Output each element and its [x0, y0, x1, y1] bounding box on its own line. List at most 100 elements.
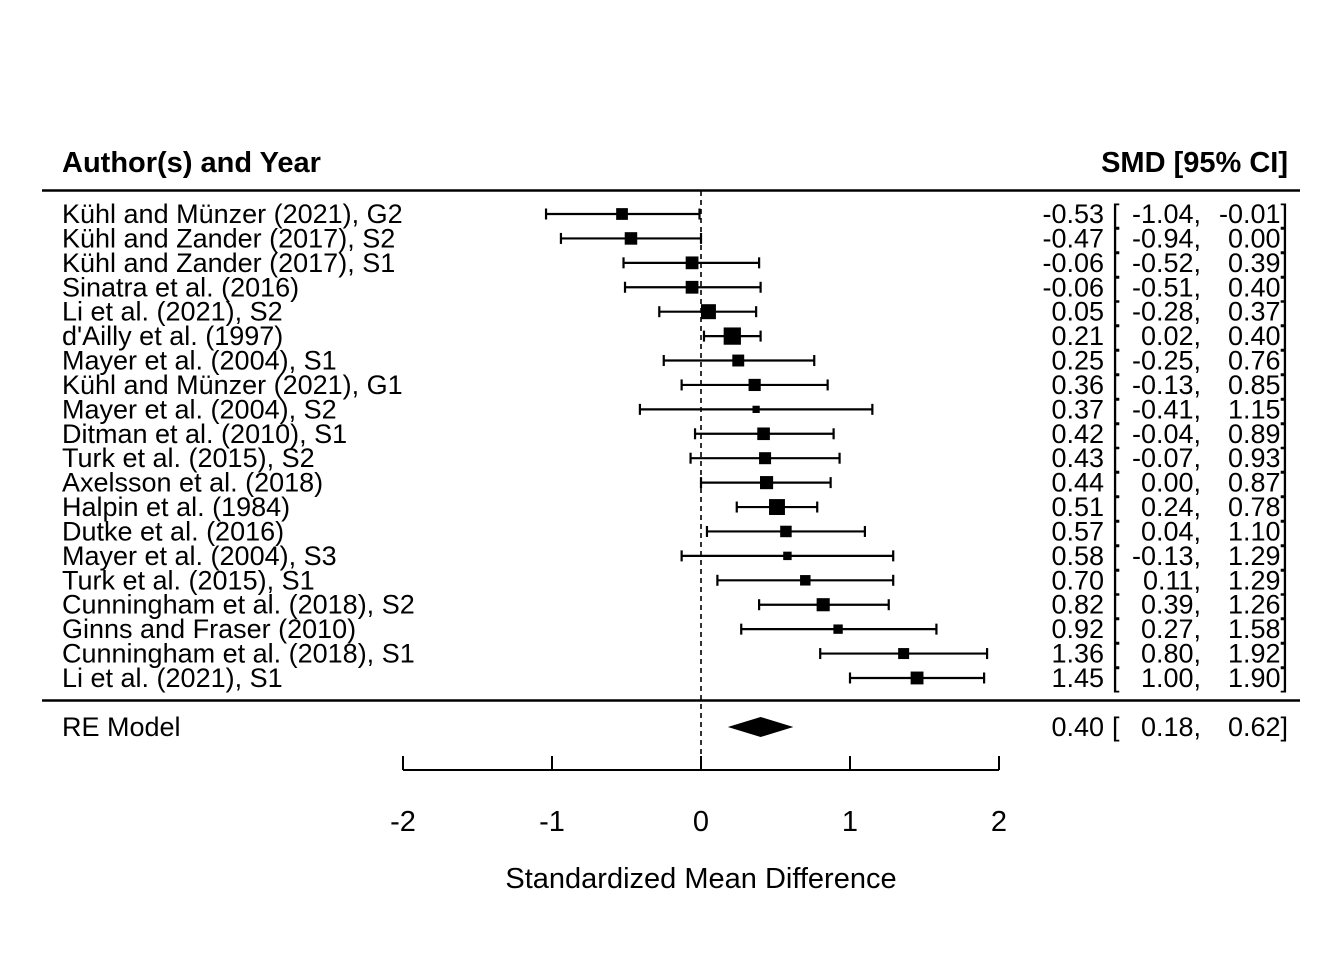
study-label: Cunningham et al. (2018), S2 [62, 590, 415, 620]
x-axis: -2 -1 0 1 2 [390, 756, 1007, 838]
annotation-ci-lower: -0.07, [1132, 443, 1201, 473]
annotation-estimate: 0.92 [1051, 614, 1104, 644]
annotation-estimate: -0.06 [1042, 248, 1104, 278]
effect-square [898, 648, 910, 660]
annotation-ci-upper: 0.40] [1228, 272, 1288, 302]
annotation-estimate: 0.37 [1051, 394, 1104, 424]
effect-square [759, 452, 772, 465]
annotation-ci-lower: 0.24, [1141, 492, 1201, 522]
study-label: Halpin et al. (1984) [62, 492, 290, 522]
annotation-ci-upper: -0.01] [1219, 199, 1288, 229]
annotation-estimate: -0.06 [1042, 272, 1104, 302]
study-label: Turk et al. (2015), S1 [62, 565, 315, 595]
study-row: Axelsson et al. (2018) 0.44 [0.00, 0.87] [62, 468, 1288, 498]
annotation-ci-upper: 0.39] [1228, 248, 1288, 278]
annotation-ci-upper: 0.37] [1228, 297, 1288, 327]
study-row: Li et al. (2021), S1 1.45 [1.00, 1.90] [62, 663, 1288, 693]
x-axis-title: Standardized Mean Difference [505, 863, 896, 895]
study-label: Li et al. (2021), S2 [62, 297, 283, 327]
annotation-open-bracket: [ [1112, 199, 1120, 229]
study-row: Kühl and Münzer (2021), G2 -0.53 [ -1.04, -0… [62, 199, 1288, 229]
annotation-ci-upper: 0.89] [1228, 419, 1288, 449]
effect-square [833, 624, 843, 634]
annotation-ci-upper: 0.00] [1228, 223, 1288, 253]
annotation-ci-lower: 0.02, [1141, 321, 1201, 351]
annotation-estimate: 0.44 [1051, 468, 1104, 498]
annotation-open-bracket: [ [1112, 419, 1120, 449]
study-label: Li et al. (2021), S1 [62, 663, 283, 693]
study-label: Mayer et al. (2004), S2 [62, 394, 337, 424]
annotation-ci-upper: 0.40] [1228, 321, 1288, 351]
annotation-ci-lower: -0.51, [1132, 272, 1201, 302]
annotation-open-bracket: [ [1112, 394, 1120, 424]
study-row: Kühl and Münzer (2021), G1 0.36 [-0.13, 0.8… [62, 370, 1288, 400]
effect-square [685, 280, 699, 294]
annotation-ci-upper: 1.26] [1228, 590, 1288, 620]
effect-square [780, 525, 792, 538]
study-row: Kühl and Zander (2017), S1 -0.06 [ -0.52, 0.… [62, 248, 1288, 278]
study-row: Turk et al. (2015), S1 0.70 [0.11, 1.29] [62, 565, 1288, 595]
annotation-open-bracket: [ [1112, 321, 1120, 351]
effect-square [769, 499, 785, 515]
annotation-open-bracket: [ [1112, 614, 1120, 644]
annotation-estimate: -0.47 [1042, 223, 1104, 253]
annotation-open-bracket: [ [1112, 663, 1120, 693]
annotation-open-bracket: [ [1112, 443, 1120, 473]
annotation-ci-upper: 1.90] [1228, 663, 1288, 693]
study-label: Kühl and Zander (2017), S1 [62, 248, 395, 278]
study-label: Kühl and Zander (2017), S2 [62, 223, 395, 253]
annotation-ci-lower: -0.28, [1132, 297, 1201, 327]
annotation-ci-lower: -0.04, [1132, 419, 1201, 449]
annotation-estimate: 0.21 [1051, 321, 1104, 351]
effect-square [732, 354, 745, 367]
study-row: Cunningham et al. (2018), S2 0.82 [0.39, 1.… [62, 590, 1288, 620]
effect-square [800, 575, 811, 586]
annotation-ci-lower: -1.04, [1132, 199, 1201, 229]
annotation-ci-lower: -0.41, [1132, 394, 1201, 424]
annotation-estimate: 0.57 [1051, 516, 1104, 546]
column-header-authors: Author(s) and Year [62, 147, 321, 179]
annotation-ci-upper: 0.62] [1228, 712, 1288, 742]
annotation-ci-lower: -0.52, [1132, 248, 1201, 278]
study-label: Axelsson et al. (2018) [62, 468, 323, 498]
study-label: Sinatra et al. (2016) [62, 272, 299, 302]
annotation-ci-upper: 0.87] [1228, 468, 1288, 498]
annotation-ci-upper: 1.92] [1228, 639, 1288, 669]
study-row: Sinatra et al. (2016) -0.06 [-0.51, 0.40] [62, 272, 1288, 302]
x-axis-tick-label: -1 [539, 806, 565, 838]
annotation-estimate: 1.45 [1051, 663, 1104, 693]
annotation-ci-upper: 0.78] [1228, 492, 1288, 522]
annotation-estimate: 0.25 [1051, 346, 1104, 376]
annotation-ci-lower: 0.11, [1143, 565, 1201, 595]
study-label: Kühl and Münzer (2021), G2 [62, 199, 403, 229]
annotation-open-bracket: [ [1112, 541, 1120, 571]
study-label: d'Ailly et al. (1997) [62, 321, 283, 351]
annotation-ci-upper: 1.29] [1228, 565, 1288, 595]
annotation-open-bracket: [ [1112, 712, 1120, 742]
study-row: Kühl and Zander (2017), S2 -0.47 [-0.94, 0.… [62, 223, 1288, 253]
annotation-ci-upper: 1.29] [1228, 541, 1288, 571]
effect-square [783, 551, 792, 561]
annotation-estimate: 0.42 [1051, 419, 1104, 449]
effect-square [616, 208, 628, 220]
annotation-open-bracket: [ [1112, 516, 1120, 546]
study-row: Halpin et al. (1984) 0.51 [0.24, 0.78] [62, 492, 1288, 522]
annotation-ci-lower: 0.18, [1141, 712, 1201, 742]
effect-square [816, 598, 830, 612]
study-label: Mayer et al. (2004), S3 [62, 541, 337, 571]
study-row: Li et al. (2021), S2 0.05 [ -0.28, 0.37] [62, 297, 1288, 327]
annotation-open-bracket: [ [1112, 492, 1120, 522]
annotation-estimate: 0.05 [1051, 297, 1104, 327]
annotation-open-bracket: [ [1112, 248, 1120, 278]
annotation-estimate: -0.53 [1042, 199, 1104, 229]
effect-square [752, 405, 760, 413]
annotation-ci-upper: 1.15] [1228, 394, 1288, 424]
annotation-open-bracket: [ [1112, 297, 1120, 327]
annotation-ci-lower: -0.25, [1132, 346, 1201, 376]
study-label: Cunningham et al. (2018), S1 [62, 639, 415, 669]
annotation-estimate: 0.70 [1051, 565, 1104, 595]
annotation-open-bracket: [ [1112, 639, 1120, 669]
annotation-ci-lower: 0.27, [1141, 614, 1201, 644]
